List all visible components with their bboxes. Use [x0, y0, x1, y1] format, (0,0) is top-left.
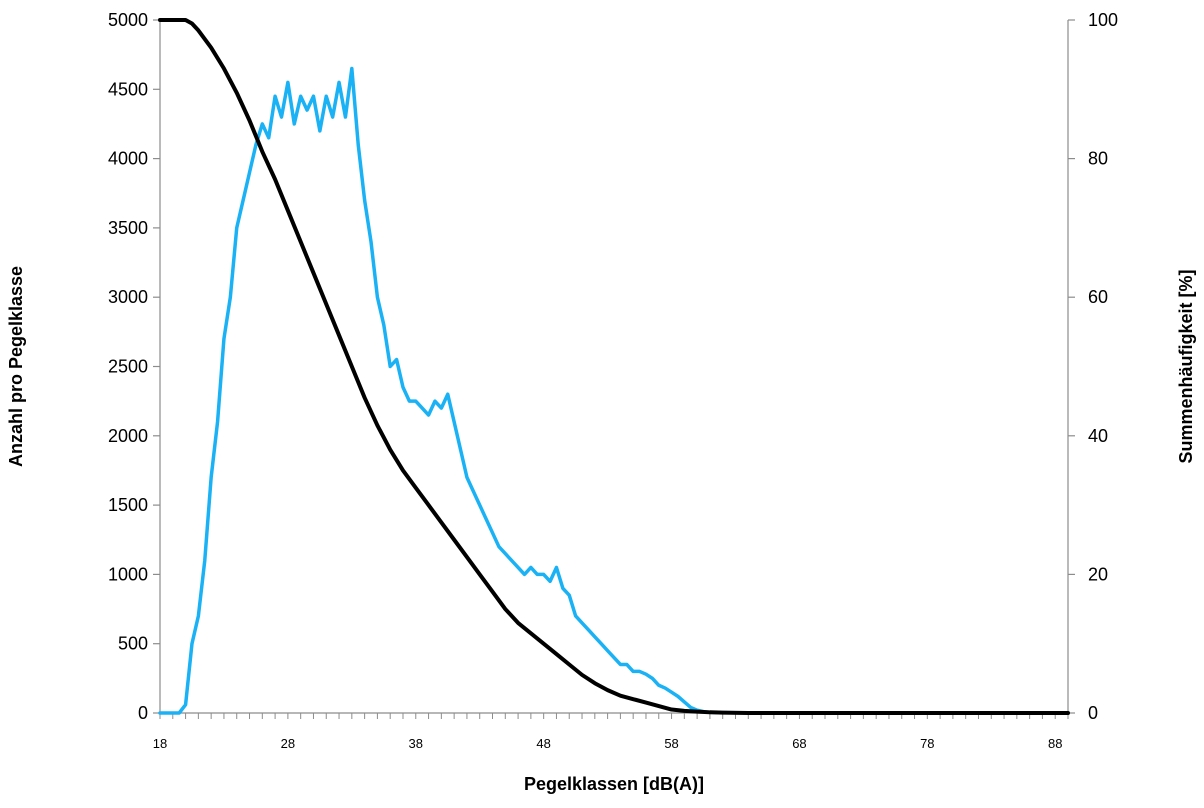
y-tick-label: 0: [138, 703, 148, 723]
x-tick-label: 78: [920, 736, 934, 751]
x-tick-label: 38: [409, 736, 423, 751]
x-tick-label: 48: [536, 736, 550, 751]
y-tick-label: 2000: [108, 426, 148, 446]
y2-tick-label: 40: [1088, 426, 1108, 446]
x-tick-label: 58: [664, 736, 678, 751]
y2-tick-label: 80: [1088, 149, 1108, 169]
y-tick-label: 2500: [108, 357, 148, 377]
y-tick-label: 5000: [108, 10, 148, 30]
x-tick-label: 88: [1048, 736, 1062, 751]
cumulative-frequency-line: [158, 18, 1070, 715]
y-tick-label: 3000: [108, 287, 148, 307]
y2-tick-label: 60: [1088, 287, 1108, 307]
y2-tick-label: 20: [1088, 564, 1108, 584]
x-tick-label: 18: [153, 736, 167, 751]
count-per-class-line: [158, 66, 1070, 715]
y-tick-label: 500: [118, 634, 148, 654]
y2-tick-label: 100: [1088, 10, 1118, 30]
y-tick-label: 1500: [108, 495, 148, 515]
y-tick-label: 1000: [108, 564, 148, 584]
axes-group: 0500100015002000250030003500400045005000…: [108, 10, 1118, 751]
x-axis-title: Pegelklassen [dB(A)]: [524, 774, 704, 794]
series-group: [158, 18, 1070, 715]
y2-axis-title: Summenhäufigkeit [%]: [1176, 269, 1196, 463]
x-tick-label: 68: [792, 736, 806, 751]
y2-tick-label: 0: [1088, 703, 1098, 723]
y-axis-title: Anzahl pro Pegelklasse: [6, 266, 26, 467]
y-tick-label: 4500: [108, 79, 148, 99]
y-tick-label: 3500: [108, 218, 148, 238]
labels-group: Pegelklassen [dB(A)] Anzahl pro Pegelkla…: [6, 266, 1196, 794]
y-tick-label: 4000: [108, 149, 148, 169]
x-tick-label: 28: [281, 736, 295, 751]
